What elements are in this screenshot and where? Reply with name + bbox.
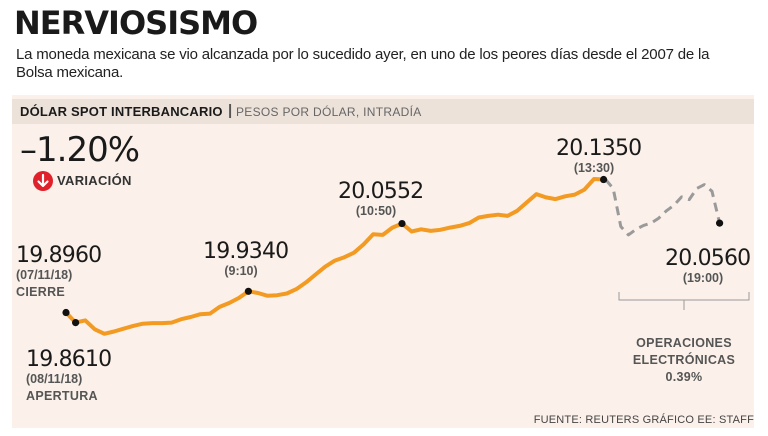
series-line-electronic (604, 178, 722, 237)
annotation-time: (19:00) (683, 271, 723, 285)
chart-header-bar (12, 99, 754, 124)
electronic-bracket (618, 292, 750, 310)
source-credit: FUENTE: REUTERS GRÁFICO EE: STAFF (533, 414, 754, 426)
annotation-value: 19.9340 (203, 239, 288, 264)
annotation-label: CIERRE (16, 285, 65, 299)
electronic-label-line: ELECTRÓNICAS (633, 352, 735, 367)
annotation-point (716, 219, 724, 227)
variation-label: VARIACIÓN (57, 173, 132, 188)
annotation-point (244, 287, 252, 295)
annotation-label: APERTURA (26, 389, 98, 403)
chart-area (12, 95, 754, 428)
page-title: NERVIOSISMO (14, 4, 258, 42)
annotation-time: (9:10) (224, 264, 257, 278)
annotation-point (62, 308, 70, 317)
annotation-point (398, 219, 406, 228)
annotation-time: (13:30) (574, 161, 614, 175)
chart-header-subtitle: PESOS POR DÓLAR, INTRADÍA (236, 105, 422, 119)
annotation-time: (07/11/18) (16, 268, 72, 282)
annotation-point (72, 318, 80, 327)
subtitle: La moneda mexicana se vio alcanzada por … (16, 46, 710, 81)
arrow-down-icon (33, 171, 53, 191)
annotation-time: (10:50) (356, 204, 396, 218)
chart-header-title: DÓLAR SPOT INTERBANCARIO (20, 104, 223, 119)
series-line-regular (64, 177, 606, 336)
electronic-label-line: OPERACIONES (636, 336, 732, 350)
variation-value: –1.20% (20, 130, 140, 170)
annotation-point (600, 175, 608, 184)
chart-header-separator: | (228, 102, 233, 119)
annotation-value: 19.8960 (16, 243, 101, 268)
annotation-value: 20.0552 (338, 179, 423, 204)
annotation-value: 20.1350 (556, 136, 641, 161)
annotation-time: (08/11/18) (26, 372, 82, 386)
annotation-value: 20.0560 (665, 246, 750, 271)
annotation-value: 19.8610 (26, 347, 111, 372)
electronic-label-line: 0.39% (666, 370, 703, 384)
